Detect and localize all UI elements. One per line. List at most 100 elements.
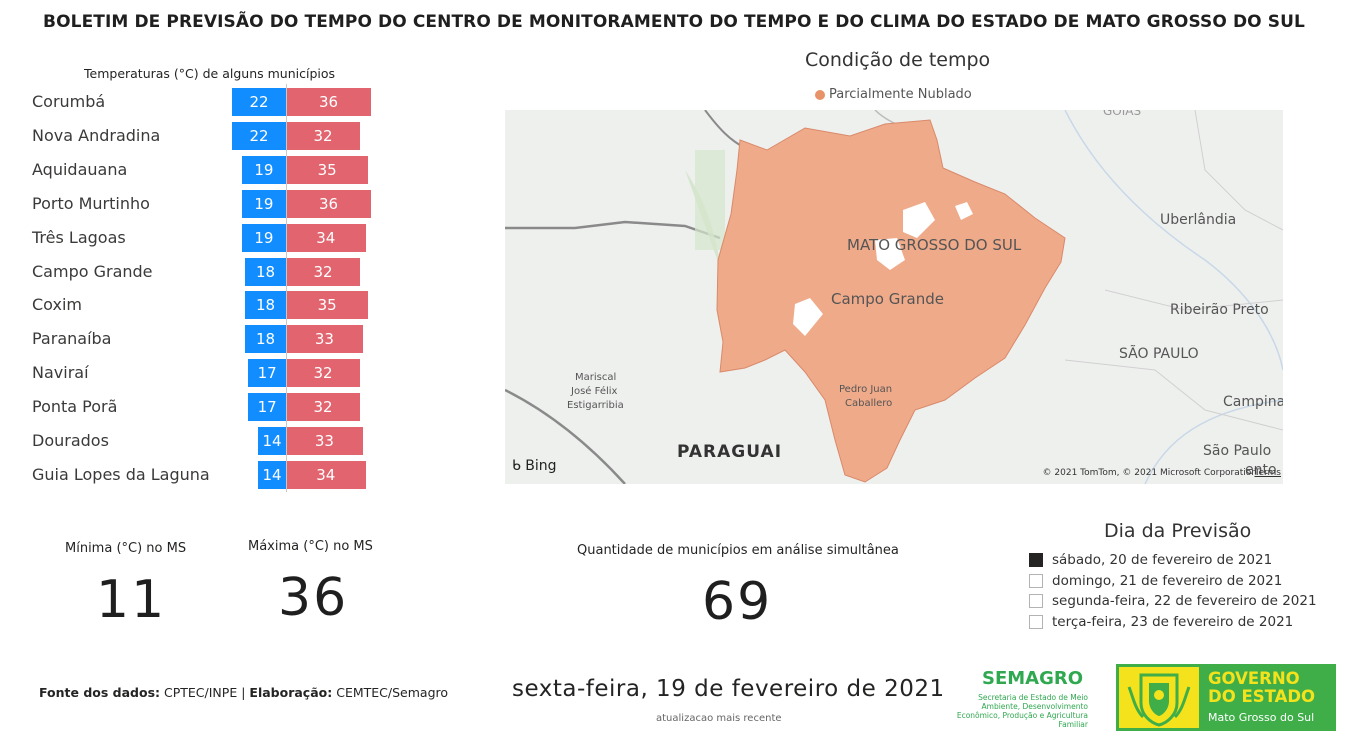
- weather-map[interactable]: GOIÁS MATO GROSSO DO SUL Campo Grande Ub…: [505, 110, 1283, 484]
- min-temp-bar[interactable]: 18: [245, 257, 286, 286]
- date-slicer-title: Dia da Previsão: [1104, 520, 1252, 542]
- city-row[interactable]: Ponta Porã 17 32: [0, 389, 420, 423]
- city-name: Paranaíba: [32, 329, 112, 349]
- city-name: Aquidauana: [32, 159, 128, 179]
- map-label-state: MATO GROSSO DO SUL: [847, 236, 1022, 254]
- city-name: Ponta Porã: [32, 397, 118, 417]
- date-option[interactable]: sábado, 20 de fevereiro de 2021: [1029, 552, 1272, 568]
- city-name: Nova Andradina: [32, 125, 161, 145]
- city-row[interactable]: Dourados 14 33: [0, 423, 420, 457]
- max-temp-bar[interactable]: 34: [286, 460, 366, 489]
- map-label-estigarribia: Estigarribia: [567, 400, 624, 411]
- max-temp-bar[interactable]: 36: [286, 88, 371, 116]
- map-title: Condição de tempo: [805, 49, 991, 71]
- min-temp-bar[interactable]: 18: [245, 325, 286, 354]
- city-name: Guia Lopes da Laguna: [32, 464, 210, 484]
- map-label-capital: Campo Grande: [831, 290, 944, 308]
- min-temp-bar[interactable]: 14: [258, 460, 286, 489]
- semagro-logo: SEMAGRO Secretaria de Estado de Meio Amb…: [956, 668, 1088, 729]
- max-temp-bar[interactable]: 32: [286, 393, 360, 422]
- date-option-label: sábado, 20 de fevereiro de 2021: [1052, 552, 1273, 568]
- update-date: sexta-feira, 19 de fevereiro de 2021: [512, 676, 945, 702]
- kpi-min-label: Mínima (°C) no MS: [65, 541, 187, 556]
- city-row[interactable]: Nova Andradina 22 32: [0, 118, 420, 152]
- map-label-uberlandia: Uberlândia: [1160, 212, 1237, 228]
- legend-dot-icon: [815, 89, 825, 100]
- bing-logo: ᑲ Bing: [512, 458, 557, 474]
- date-option-label: segunda-feira, 22 de fevereiro de 2021: [1052, 593, 1317, 609]
- bing-icon: ᑲ: [512, 458, 526, 474]
- max-temp-bar[interactable]: 32: [286, 121, 360, 150]
- min-temp-bar[interactable]: 18: [245, 291, 286, 320]
- legend-label: Parcialmente Nublado: [829, 87, 972, 102]
- min-temp-bar[interactable]: 14: [258, 427, 286, 455]
- city-row[interactable]: Naviraí 17 32: [0, 355, 420, 389]
- date-option[interactable]: terça-feira, 23 de fevereiro de 2021: [1029, 614, 1293, 630]
- city-row[interactable]: Aquidauana 19 35: [0, 152, 420, 186]
- checkbox-icon[interactable]: [1029, 614, 1043, 629]
- temperature-chart-title: Temperaturas (°C) de alguns municípios: [84, 66, 336, 81]
- chart-axis-line: [286, 84, 287, 492]
- city-name: Três Lagoas: [32, 227, 126, 247]
- max-temp-bar[interactable]: 32: [286, 359, 360, 388]
- min-temp-bar[interactable]: 22: [232, 121, 286, 150]
- max-temp-bar[interactable]: 33: [286, 427, 363, 455]
- city-name: Naviraí: [32, 363, 89, 383]
- max-temp-bar[interactable]: 33: [286, 325, 363, 354]
- city-name: Porto Murtinho: [32, 193, 150, 213]
- kpi-max-label: Máxima (°C) no MS: [248, 539, 373, 554]
- kpi-count-label: Quantidade de municípios em análise simu…: [577, 543, 899, 558]
- map-label-ribeirao: Ribeirão Preto: [1170, 302, 1269, 318]
- page-title: BOLETIM DE PREVISÃO DO TEMPO DO CENTRO D…: [43, 12, 1305, 32]
- date-option-label: terça-feira, 23 de fevereiro de 2021: [1052, 613, 1294, 630]
- temperature-chart: Corumbá 22 36 Nova Andradina 22 32 Aquidauana 1…: [0, 84, 420, 494]
- date-option[interactable]: domingo, 21 de fevereiro de 2021: [1029, 573, 1282, 589]
- min-temp-bar[interactable]: 17: [248, 393, 286, 422]
- map-canvas[interactable]: [505, 110, 1283, 484]
- max-temp-bar[interactable]: 35: [286, 155, 369, 184]
- map-label-santos: ento: [1245, 462, 1277, 478]
- map-label-sp-state: SÃO PAULO: [1119, 346, 1199, 362]
- min-temp-bar[interactable]: 19: [241, 189, 286, 218]
- map-label-caballero: Caballero: [845, 398, 893, 409]
- city-row[interactable]: Guia Lopes da Laguna 14 34: [0, 457, 420, 491]
- city-name: Campo Grande: [32, 261, 153, 281]
- map-label-jose-felix: José Félix: [571, 386, 618, 397]
- map-label-goias: GOIÁS: [1103, 110, 1142, 118]
- city-row[interactable]: Paranaíba 18 33: [0, 321, 420, 355]
- state-crest-icon: [1119, 667, 1199, 728]
- city-name: Corumbá: [32, 92, 106, 111]
- min-temp-bar[interactable]: 17: [248, 359, 286, 388]
- government-logo: GOVERNO DO ESTADO Mato Grosso do Sul: [1116, 664, 1336, 731]
- city-row[interactable]: Corumbá 22 36: [0, 84, 420, 118]
- city-name: Coxim: [32, 295, 82, 315]
- map-label-pedro-juan: Pedro Juan: [839, 384, 893, 395]
- map-label-sp-city: São Paulo: [1203, 443, 1272, 459]
- city-row[interactable]: Três Lagoas 19 34: [0, 220, 420, 254]
- city-row[interactable]: Campo Grande 18 32: [0, 254, 420, 288]
- map-label-paraguai: PARAGUAI: [677, 442, 783, 462]
- checkbox-icon[interactable]: [1029, 594, 1043, 608]
- map-terms-link[interactable]: Terms: [1254, 468, 1281, 478]
- city-row[interactable]: Coxim 18 35: [0, 287, 420, 321]
- map-legend[interactable]: Parcialmente Nublado: [815, 87, 972, 102]
- map-label-campinas: Campina: [1223, 394, 1283, 410]
- city-name: Dourados: [32, 431, 109, 450]
- checkbox-icon[interactable]: [1029, 553, 1043, 567]
- map-label-mariscal: Mariscal: [575, 372, 617, 383]
- update-date-caption: atualizacao mais recente: [656, 713, 782, 724]
- max-temp-bar[interactable]: 34: [286, 223, 366, 252]
- checkbox-icon[interactable]: [1029, 573, 1043, 588]
- date-option[interactable]: segunda-feira, 22 de fevereiro de 2021: [1029, 593, 1317, 609]
- kpi-min-value: 11: [96, 570, 167, 630]
- min-temp-bar[interactable]: 19: [241, 155, 286, 184]
- max-temp-bar[interactable]: 35: [286, 291, 369, 320]
- data-source: Fonte dos dados: CPTEC/INPE | Elaboração…: [39, 685, 449, 700]
- kpi-max-value: 36: [278, 568, 349, 628]
- city-row[interactable]: Porto Murtinho 19 36: [0, 186, 420, 220]
- min-temp-bar[interactable]: 19: [241, 223, 286, 252]
- map-copyright: © 2021 TomTom, © 2021 Microsoft Corporat…: [1042, 468, 1257, 478]
- max-temp-bar[interactable]: 32: [286, 257, 360, 286]
- max-temp-bar[interactable]: 36: [286, 189, 371, 218]
- min-temp-bar[interactable]: 22: [232, 88, 286, 116]
